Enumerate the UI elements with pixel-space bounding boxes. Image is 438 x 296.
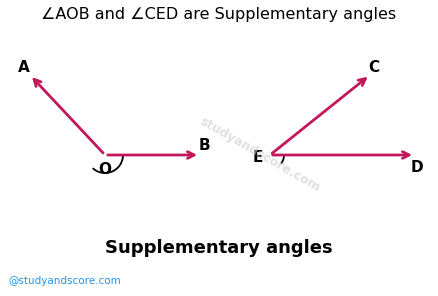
Text: studyandscore.com: studyandscore.com (198, 115, 322, 195)
Text: ∠AOB and ∠CED are Supplementary angles: ∠AOB and ∠CED are Supplementary angles (42, 7, 396, 22)
Text: A: A (18, 59, 30, 75)
Text: E: E (253, 149, 263, 165)
Text: @studyandscore.com: @studyandscore.com (8, 276, 121, 286)
Text: C: C (368, 59, 380, 75)
Text: B: B (198, 138, 210, 152)
Text: D: D (411, 160, 423, 175)
Text: O: O (99, 163, 112, 178)
Text: Supplementary angles: Supplementary angles (105, 239, 333, 257)
